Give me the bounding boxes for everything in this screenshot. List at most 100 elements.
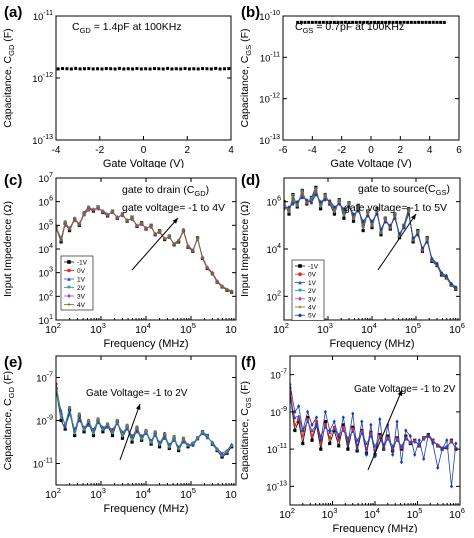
data-point [188,67,191,70]
annotation-line-1: gate to source(CGS) [358,183,450,197]
x-tick-label: -2 [95,145,104,156]
y-tick-base: 10 [270,408,281,419]
y-tick-label: 10-11 [260,51,280,64]
annotation-rest: = 0.7pF at 100KHz [313,21,404,33]
x-axis-label: Frequency (MHz) [333,523,418,533]
data-point [83,67,86,70]
data-point [301,435,304,438]
x-tick-base: 10 [135,324,147,336]
x-tick-exp: 3 [333,506,337,515]
y-tick-label: 10-13 [32,134,53,147]
arrow-line [132,218,178,270]
y-axis-label-sub: GS [244,397,253,408]
data-point [219,67,222,70]
y-tick-base: 10 [259,95,270,106]
y-tick-exp: 4 [49,243,53,250]
x-tick-label: 4 [228,145,234,156]
data-point [184,67,187,70]
x-tick-label: -6 [279,145,288,156]
y-tick-exp: -12 [270,93,280,100]
data-point [201,67,204,70]
x-tick-exp: 4 [147,486,151,495]
y-tick-base: 10 [267,445,278,456]
x-tick-label: 104 [135,486,151,501]
data-point [306,410,309,414]
plot-data [288,382,457,488]
y-axis-label-text: Input Impedence (Ω) [2,201,14,297]
legend-label: -1V [77,260,88,267]
data-point [418,438,421,442]
x-tick-base: 10 [225,324,237,336]
data-point [210,67,213,70]
x-tick-label: 2 [184,145,190,156]
data-point [422,457,425,461]
y-tick-exp: -11 [43,458,53,465]
x-tick-base: 10 [322,509,334,521]
data-point [342,415,345,419]
data-point [310,435,313,438]
y-tick-exp: 6 [49,196,53,203]
y-tick-base: 10 [266,482,277,493]
y-tick-exp: -11 [43,10,53,17]
x-tick-exp: 6 [461,321,465,330]
data-point [157,67,160,70]
data-point [421,21,424,24]
x-axis-label: Gate Voltage (V) [103,158,184,168]
legend-label: -1V [308,264,319,271]
data-point [92,67,95,70]
data-point [162,67,165,70]
x-tick-label: 104 [361,321,377,336]
y-tick-base: 10 [259,12,270,23]
x-tick-label: 102 [279,506,295,521]
x-tick-label: 103 [322,506,338,521]
y-tick-base: 10 [267,198,278,209]
y-tick-base: 10 [260,53,271,64]
data-point [149,67,152,70]
y-tick-label: 10-11 [33,10,53,23]
legend-label: 4V [308,305,317,312]
plot-data [57,67,231,71]
y-tick-exp: -13 [270,134,280,141]
x-tick-base: 10 [180,489,192,501]
x-tick-label: 105 [407,506,423,521]
data-point [175,67,178,70]
y-axis-label-main: Capacitance, C [2,55,14,127]
x-tick-exp: 5 [192,486,196,495]
data-point [79,67,82,70]
y-axis-label: Input Impedence (Ω) [2,201,14,297]
y-axis-label: Capacitance, CGS (F) [239,29,253,128]
x-tick-label: -4 [308,145,317,156]
data-point [395,420,398,424]
y-tick-exp: 5 [49,219,53,226]
data-point [346,448,349,451]
data-point [131,67,134,70]
x-tick-label: 102 [273,321,289,336]
x-tick-label: 106 [449,321,465,336]
x-tick-exp: 2 [57,321,61,330]
y-tick-label: 107 [39,172,54,185]
data-point [454,441,457,445]
y-tick-base: 10 [39,174,50,185]
legend-marker [298,272,302,276]
x-tick-label: 2 [398,145,404,156]
y-tick-exp: -9 [47,415,53,422]
y-tick-exp: -10 [270,10,280,17]
y-tick-base: 10 [39,221,50,232]
x-tick-label: 103 [317,321,333,336]
y-axis-label-main: Capacitance, C [2,398,14,470]
x-tick-label: 0 [141,145,147,156]
data-point [414,21,417,24]
x-tick-label: 104 [135,321,151,336]
y-tick-exp: 4 [277,243,281,250]
y-tick-exp: -7 [47,372,53,379]
data-point [432,21,435,24]
panel-label: (b) [241,4,260,21]
y-tick-label: 10-9 [270,406,287,419]
data-point [227,67,230,70]
data-point [57,67,60,70]
x-tick-base: 10 [135,489,147,501]
